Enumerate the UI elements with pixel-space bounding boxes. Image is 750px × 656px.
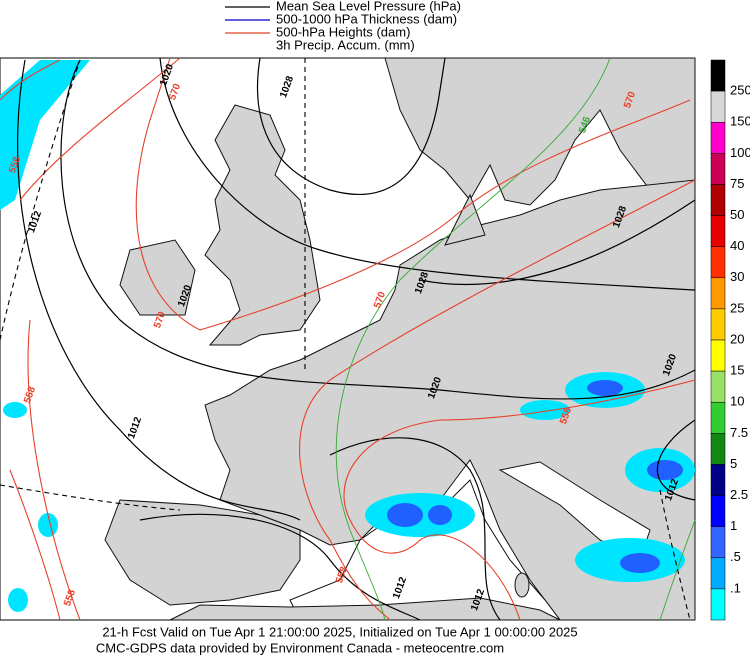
- colorbar-segment: [710, 370, 726, 403]
- precip-core: [428, 505, 452, 525]
- legend-label: 500-hPa Heights (dam): [276, 24, 410, 39]
- thickness-contour: [659, 519, 696, 621]
- isobar: [419, 199, 696, 286]
- colorbar-segment: [710, 557, 726, 590]
- height-contour: [299, 179, 696, 621]
- footer-line: CMC-GDPS data provided by Environment Ca…: [96, 640, 504, 655]
- precipitation-heavy: [387, 380, 683, 573]
- isobar: [656, 419, 696, 501]
- precip-core: [647, 460, 683, 480]
- colorbar-label: 15: [730, 363, 744, 378]
- colorbar: 250 150 100 75 50 40 30 25 20 15 10 7.5 5 2.5 1 .5 .1: [710, 59, 750, 621]
- isobar: [139, 513, 421, 621]
- legend: Mean Sea Level Pressure (hPa)500-1000 hP…: [225, 0, 461, 52]
- ireland: [119, 239, 196, 316]
- colorbar-segment: [710, 277, 726, 310]
- height-contours: [0, 57, 696, 621]
- precip-area: [520, 400, 570, 420]
- colorbar-label: 50: [730, 207, 744, 222]
- colorbar-label: 2.5: [730, 487, 748, 502]
- colorbar-segment: [710, 121, 726, 154]
- great-britain: [204, 104, 321, 346]
- legend-label: 500-1000 hPa Thickness (dam): [276, 11, 457, 26]
- colorbar-segment: [710, 59, 726, 92]
- height-contour: [19, 57, 181, 201]
- isobar: [159, 57, 696, 291]
- isobar: [60, 59, 696, 400]
- colorbar-label: 30: [730, 269, 744, 284]
- denmark: [444, 193, 486, 246]
- isobar: [256, 57, 446, 195]
- africa: [169, 597, 561, 621]
- legend-label: 3h Precip. Accum. (mm): [276, 37, 415, 52]
- colorbar-segment: [710, 215, 726, 247]
- colorbar-segment: [710, 526, 726, 559]
- height-contour: [27, 319, 81, 621]
- colorbar-segment: [710, 246, 726, 279]
- colorbar-segment: [710, 464, 726, 496]
- colorbar-label: .1: [730, 580, 741, 595]
- legend-label: Mean Sea Level Pressure (hPa): [276, 0, 461, 13]
- trough-line: [0, 484, 181, 511]
- colorbar-segment: [710, 495, 726, 527]
- colorbar-segment: [710, 308, 726, 341]
- colorbar-label: 10: [730, 394, 744, 409]
- colorbar-label: .5: [730, 549, 741, 564]
- precip-area: [38, 513, 58, 537]
- precip-core: [620, 553, 660, 573]
- height-contour: [0, 59, 61, 101]
- corsica: [514, 572, 530, 598]
- colorbar-label: 1: [730, 518, 737, 533]
- colorbar-label: 250: [730, 83, 750, 98]
- precip-area: [3, 402, 27, 418]
- precip-area: [8, 588, 28, 612]
- colorbar-label: 25: [730, 300, 744, 315]
- colorbar-segment: [710, 153, 726, 185]
- map: 1020 102857055810121020570570102810285705…: [0, 57, 696, 621]
- precip-core: [587, 380, 623, 396]
- colorbar-label: 7.5: [730, 425, 748, 440]
- trough-line: [659, 489, 691, 621]
- footer-line: 21-h Fcst Valid on Tue Apr 1 21:00:00 20…: [102, 624, 577, 639]
- colorbar-label: 20: [730, 331, 744, 346]
- thickness-contours: [335, 57, 696, 621]
- iberia: [104, 499, 301, 606]
- colorbar-segment: [710, 401, 726, 434]
- colorbar-label: 5: [730, 456, 737, 471]
- precip-core: [387, 503, 423, 527]
- colorbar-segment: [710, 90, 726, 123]
- colorbar-segment: [710, 433, 726, 465]
- isobar: [17, 59, 301, 521]
- precip-area: [0, 60, 90, 210]
- colorbar-label: 40: [730, 238, 744, 253]
- height-contour: [9, 469, 61, 621]
- colorbar-segment: [710, 339, 726, 372]
- trough-line: [0, 59, 81, 341]
- colorbar-label: 150: [730, 114, 750, 129]
- colorbar-segment: [710, 184, 726, 216]
- thickness-contour: [335, 57, 611, 621]
- height-contour: [343, 379, 696, 621]
- colorbar-segment: [710, 588, 726, 621]
- dashed-lines: [0, 58, 691, 621]
- colorbar-label: 100: [730, 145, 750, 160]
- height-contour: [135, 57, 691, 331]
- colorbar-label: 75: [730, 176, 744, 191]
